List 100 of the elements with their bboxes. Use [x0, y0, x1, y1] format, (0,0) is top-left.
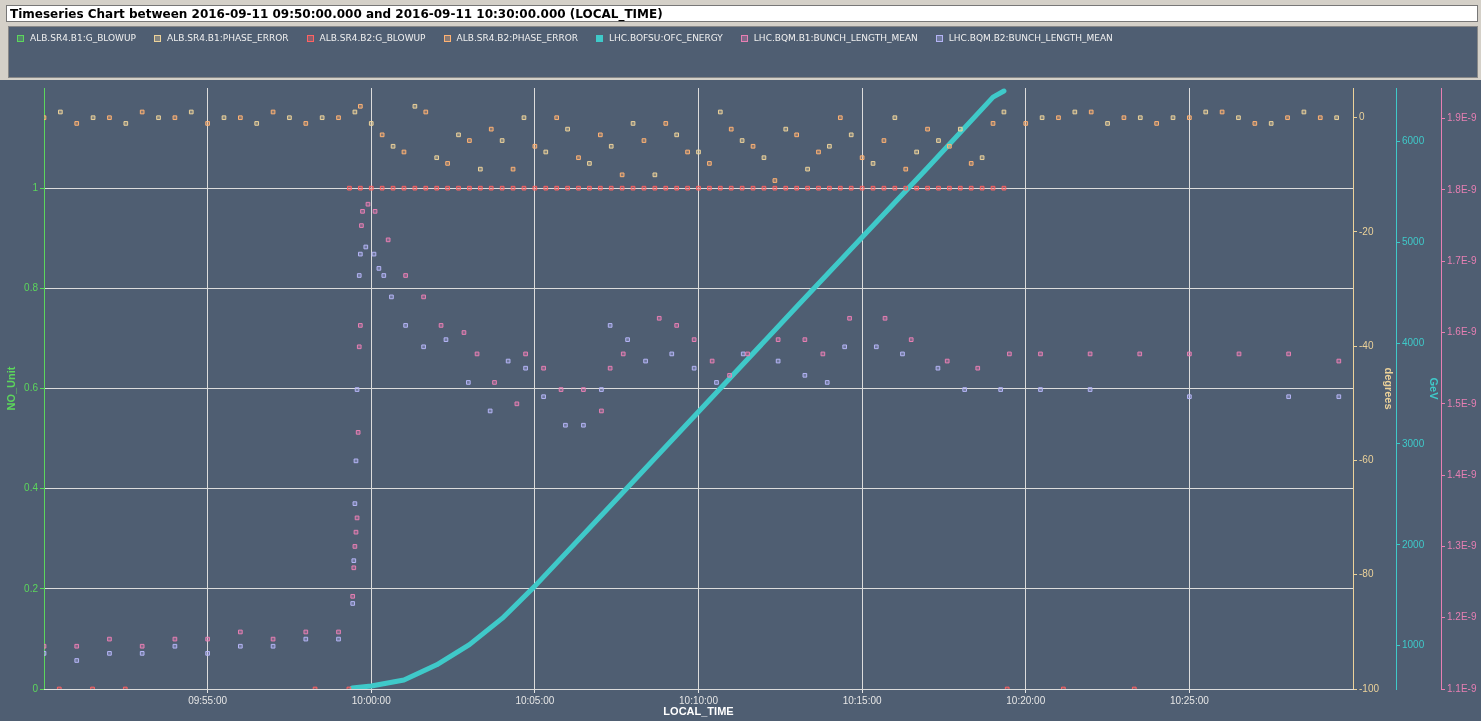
y-tick-label: 1 — [32, 181, 39, 193]
point — [1170, 115, 1176, 121]
y-tick-label: 1.7E-9 — [1447, 254, 1477, 266]
x-tick-label: 10:15:00 — [842, 694, 883, 706]
point — [521, 115, 527, 121]
point — [652, 172, 658, 178]
y-tick-label: 1.9E-9 — [1447, 112, 1477, 124]
y2-tick-label: -40 — [1359, 339, 1374, 351]
point — [1203, 109, 1209, 115]
y2-axis-title: degrees — [1383, 367, 1396, 410]
point — [707, 161, 712, 166]
point — [859, 155, 865, 161]
point — [205, 121, 210, 126]
point — [74, 121, 80, 126]
point — [488, 126, 494, 132]
point — [750, 143, 756, 149]
y3-tick-label: 2000 — [1402, 538, 1425, 550]
point — [816, 149, 821, 155]
point — [1301, 109, 1307, 115]
point — [58, 109, 63, 115]
point — [914, 149, 920, 155]
point — [1121, 115, 1127, 121]
y-tick-label: 1.8E-9 — [1447, 183, 1477, 195]
point — [434, 155, 440, 161]
y2-tick-label: -100 — [1359, 682, 1380, 694]
point — [188, 109, 194, 115]
point — [805, 166, 810, 172]
point — [1154, 121, 1159, 126]
y3-tick-label: 6000 — [1402, 135, 1425, 147]
point — [630, 121, 636, 126]
x-tick-label: 10:20:00 — [1006, 694, 1046, 706]
point — [881, 138, 887, 143]
x-tick-label: 10:00:00 — [351, 694, 392, 706]
x-axis-title: LOCAL_TIME — [663, 705, 734, 718]
point — [925, 126, 930, 132]
point — [848, 132, 854, 138]
point — [739, 138, 745, 143]
point — [674, 132, 680, 138]
point — [663, 121, 669, 126]
y3-axis-title: GeV — [1428, 377, 1441, 401]
point — [717, 109, 723, 115]
y3-tick-label: 1000 — [1402, 639, 1425, 651]
point — [728, 126, 734, 132]
point — [947, 143, 952, 149]
point — [358, 103, 363, 109]
point — [270, 109, 276, 115]
point — [565, 126, 570, 132]
point — [221, 115, 227, 121]
y2-tick-label: -20 — [1359, 225, 1374, 237]
point — [892, 115, 898, 121]
point — [1072, 109, 1078, 115]
y-tick-label: 1.6E-9 — [1447, 326, 1477, 338]
point — [254, 121, 260, 126]
point — [352, 109, 358, 115]
y-tick-label: 0.8 — [24, 282, 39, 294]
point — [1236, 115, 1241, 121]
y-tick-label: 1.1E-9 — [1447, 682, 1477, 694]
y3-tick-label: 3000 — [1402, 437, 1425, 449]
point — [423, 109, 429, 115]
legend-label: LHC.BOFSU:OFC_ENERGY — [608, 33, 723, 43]
point — [238, 115, 243, 121]
x-tick-label: 10:10:00 — [679, 694, 719, 706]
point — [576, 155, 581, 161]
point — [827, 143, 832, 149]
point — [478, 166, 483, 172]
point — [445, 161, 450, 166]
point — [587, 161, 592, 166]
point — [1039, 115, 1045, 121]
y-tick-label: 0.6 — [24, 382, 39, 394]
point — [1317, 115, 1323, 121]
point — [401, 149, 407, 155]
point — [1268, 121, 1274, 126]
point — [156, 115, 161, 121]
point — [510, 166, 516, 172]
y2-tick-label: -60 — [1359, 454, 1374, 466]
point — [1334, 115, 1339, 121]
point — [90, 115, 96, 121]
point — [685, 149, 690, 155]
y-tick-label: 0.2 — [24, 582, 39, 594]
y-tick-label: 1.5E-9 — [1447, 397, 1477, 409]
point — [772, 178, 778, 183]
point — [1137, 115, 1143, 121]
y-tick-label: 0 — [32, 682, 39, 694]
point — [783, 126, 789, 132]
legend-label: ALB.SR4.B2:G_BLOWUP — [318, 33, 426, 43]
point — [990, 121, 996, 126]
point — [1023, 121, 1029, 126]
point — [287, 115, 292, 121]
y2-tick-label: 0 — [1359, 111, 1365, 123]
point — [957, 126, 963, 132]
point — [936, 138, 941, 143]
point — [543, 149, 549, 155]
point — [1105, 121, 1110, 126]
x-tick-label: 10:05:00 — [515, 694, 555, 706]
point — [1088, 109, 1094, 115]
point — [696, 149, 701, 155]
point — [303, 121, 309, 126]
point — [1285, 115, 1290, 121]
y-axis-title: NO_Unit — [4, 366, 17, 411]
point — [1219, 109, 1225, 115]
